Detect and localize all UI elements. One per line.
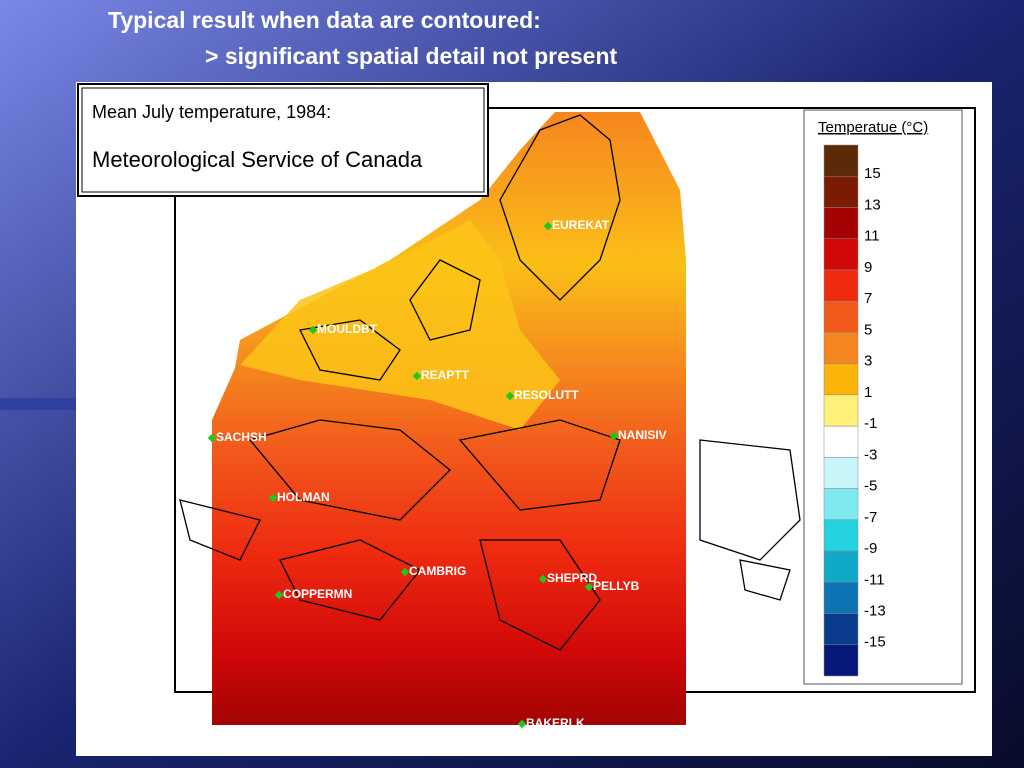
legend-swatch (823, 550, 859, 583)
legend-tick-label: 7 (864, 290, 872, 307)
legend-tick-label: -15 (864, 634, 886, 651)
contour-field (212, 112, 686, 725)
legend-tick-label: -5 (864, 478, 877, 495)
station-label: RESOLUTT (514, 388, 579, 402)
legend-tick-label: -3 (864, 446, 877, 463)
legend-tick-label: 13 (864, 196, 881, 213)
legend-swatch (823, 300, 859, 333)
slide-title: Typical result when data are contoured: (108, 7, 541, 33)
legend-swatch (823, 644, 859, 677)
legend-swatch (823, 582, 859, 614)
station-label: REAPTT (421, 368, 470, 382)
station-label: COPPERMN (283, 587, 352, 601)
station-label: SACHSH (216, 430, 267, 444)
station-marker (609, 431, 619, 441)
station-marker (505, 391, 515, 401)
station-marker (517, 719, 527, 729)
legend-tick-label: 5 (864, 321, 872, 338)
station-marker (538, 574, 548, 584)
caption: Mean July temperature, 1984: (92, 102, 331, 122)
legend-tick-label: -9 (864, 540, 877, 557)
legend-tick-label: -11 (864, 571, 885, 588)
caption: Meteorological Service of Canada (92, 147, 423, 172)
legend-swatch (823, 425, 859, 458)
legend-swatch (823, 269, 859, 302)
legend-tick-label: 1 (864, 384, 872, 401)
slide-subtitle: > significant spatial detail not present (205, 43, 618, 69)
legend-swatch (823, 144, 859, 177)
legend-tick-label: -13 (864, 602, 886, 619)
legend-tick-label: 11 (864, 228, 880, 245)
coastlines (179, 114, 801, 651)
legend-swatch (823, 332, 859, 364)
legend-tick-label: 3 (864, 353, 872, 370)
station-label: PELLYB (593, 579, 640, 593)
contour-warm-zone (240, 220, 560, 430)
stations: EUREKAT MOULDBT REAPTT RESOLUTT SACHSH NANISI… (207, 218, 667, 730)
legend-swatch (823, 457, 859, 489)
legend-tick-label: -1 (864, 415, 877, 432)
decor-bar (0, 398, 80, 410)
station-label: BAKERLK (526, 716, 585, 730)
legend: 15 13 11 9 7 5 3 1 -1 -3 -5 -7 -9 -11 -13 -15 (823, 144, 886, 677)
station-marker (584, 582, 594, 592)
station-label: CAMBRIG (409, 564, 466, 578)
legend-swatch (823, 238, 859, 271)
legend-swatch (823, 488, 859, 521)
caption-inner (81, 87, 485, 193)
legend-swatch (823, 363, 859, 396)
station-label: EUREKAT (552, 218, 610, 232)
legend-title: Temperatue (°C) (818, 119, 928, 136)
station-marker (412, 371, 422, 381)
station-marker (274, 590, 284, 600)
station-label: NANISIV (618, 428, 667, 442)
legend-swatch (823, 207, 859, 239)
legend-swatch (823, 394, 859, 427)
station-marker (308, 325, 318, 335)
legend-swatch (823, 519, 859, 552)
caption-box (77, 83, 489, 197)
station-marker (400, 567, 410, 577)
station-marker (268, 493, 278, 503)
station-label: MOULDBT (317, 322, 378, 336)
legend-tick-label: -7 (864, 509, 877, 526)
legend-tick-label: 9 (864, 259, 872, 276)
legend-swatch (823, 175, 859, 208)
station-label: SHEPRD (547, 571, 597, 585)
station-label: HOLMAN (277, 490, 330, 504)
legend-swatch (823, 613, 859, 646)
legend-tick-label: 15 (864, 165, 881, 182)
station-marker (207, 433, 217, 443)
